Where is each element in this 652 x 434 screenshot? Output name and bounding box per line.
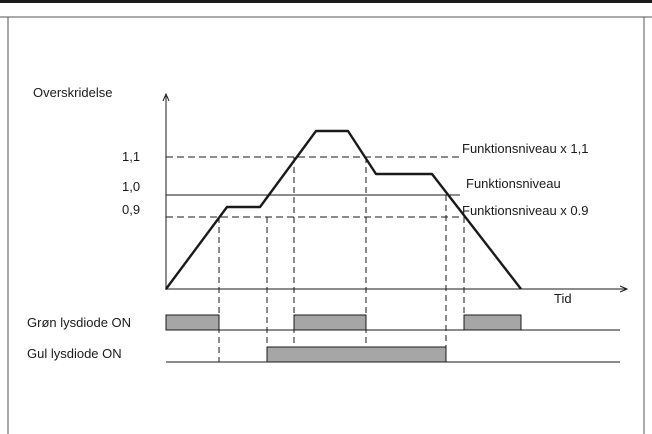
level-nominal-label: Funktionsniveau: [466, 176, 561, 191]
y-axis-label: Overskridelse: [33, 85, 112, 100]
overshoot-curve: [165, 129, 522, 290]
x-axis-arrow: [619, 285, 629, 293]
level-low-label: Funktionsniveau x 0.9: [462, 203, 588, 218]
x-axis-label: Tid: [554, 291, 572, 306]
level-high-label: Funktionsniveau x 1,1: [462, 141, 588, 156]
tick-1-1: 1,1: [122, 149, 140, 164]
yellow-led-label: Gul lysdiode ON: [27, 346, 122, 361]
green-led-pulse-2: [293, 314, 367, 331]
tick-0-9: 0,9: [122, 202, 140, 217]
yellow-led-pulse: [266, 346, 447, 363]
tick-1-0: 1,0: [122, 179, 140, 194]
green-led-pulse-3: [463, 314, 522, 331]
green-led-pulse-1: [165, 314, 220, 331]
green-led-label: Grøn lysdiode ON: [27, 315, 131, 330]
transition-markers: [218, 157, 465, 362]
y-axis-arrow: [162, 92, 170, 102]
